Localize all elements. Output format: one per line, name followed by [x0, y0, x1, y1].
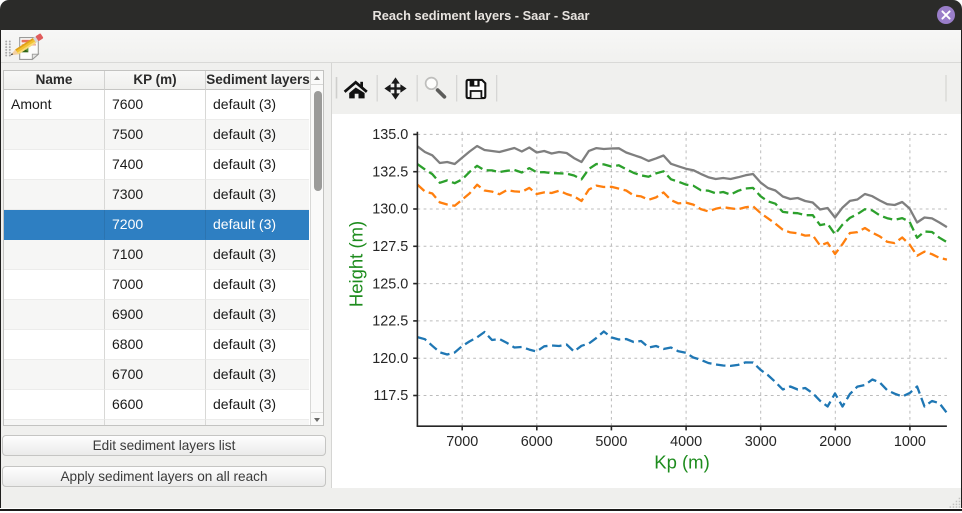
svg-text:132.5: 132.5	[372, 164, 408, 180]
svg-text:1000: 1000	[894, 434, 926, 450]
svg-text:120.0: 120.0	[372, 351, 408, 367]
svg-text:5000: 5000	[595, 434, 627, 450]
svg-text:125.0: 125.0	[372, 276, 408, 292]
svg-text:127.5: 127.5	[372, 239, 408, 255]
svg-text:135.0: 135.0	[372, 127, 408, 143]
svg-text:130.0: 130.0	[372, 202, 408, 218]
svg-text:Kp (m): Kp (m)	[654, 452, 710, 473]
svg-text:3000: 3000	[745, 434, 777, 450]
svg-text:4000: 4000	[670, 434, 702, 450]
svg-text:122.5: 122.5	[372, 314, 408, 330]
svg-text:117.5: 117.5	[373, 388, 408, 404]
svg-text:6000: 6000	[521, 434, 553, 450]
svg-text:2000: 2000	[819, 434, 851, 450]
svg-text:7000: 7000	[446, 434, 478, 450]
svg-text:Height (m): Height (m)	[346, 221, 367, 307]
